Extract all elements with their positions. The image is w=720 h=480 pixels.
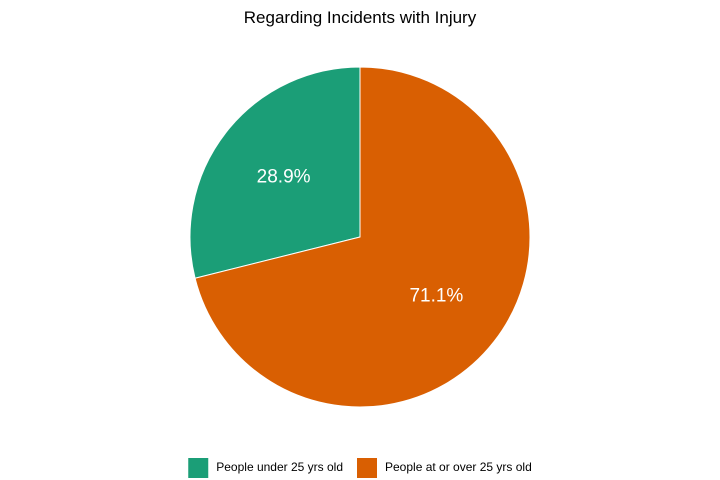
legend-label-1: People at or over 25 yrs old	[385, 460, 532, 474]
legend: People under 25 yrs old People at or over…	[188, 458, 532, 478]
legend-item-1: People at or over 25 yrs old	[357, 458, 532, 478]
pie-slices	[189, 66, 531, 408]
pie-slice-label-0: 28.9%	[257, 166, 311, 187]
legend-label-0: People under 25 yrs old	[216, 460, 343, 474]
legend-item-0: People under 25 yrs old	[188, 458, 343, 478]
legend-swatch-0	[188, 458, 209, 478]
pie-slice-1	[194, 66, 531, 408]
pie-slice-labels: 28.9% 71.1%	[257, 166, 464, 306]
pie-slice-0	[189, 66, 361, 279]
chart-title: Regarding Incidents with Injury	[244, 8, 477, 27]
legend-swatch-1	[357, 458, 377, 478]
pie-slice-label-1: 71.1%	[409, 286, 463, 307]
